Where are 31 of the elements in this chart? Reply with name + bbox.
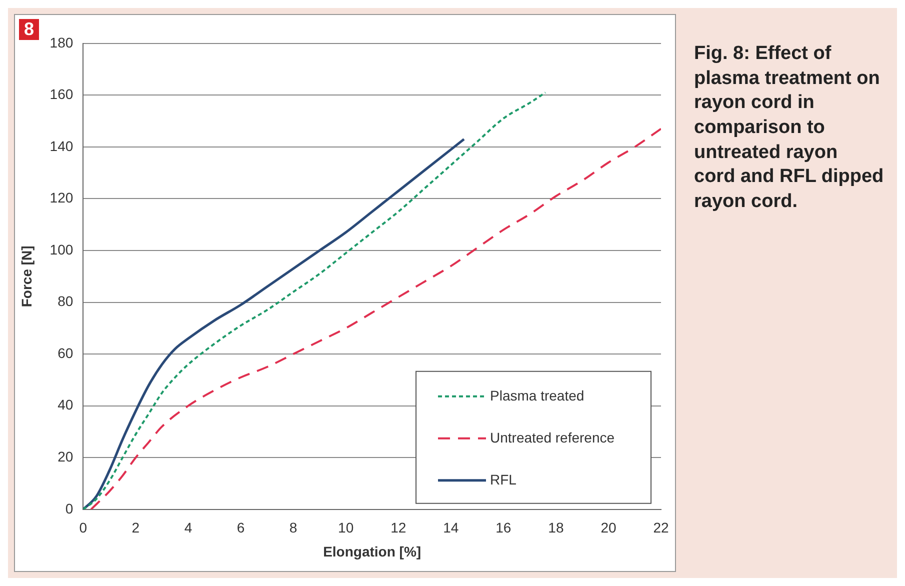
x-tick-label: 14	[443, 520, 459, 536]
y-tick-label: 180	[50, 34, 74, 50]
y-tick-label: 100	[50, 241, 74, 258]
y-tick-label: 160	[50, 86, 74, 102]
x-tick-label: 0	[79, 520, 88, 536]
y-tick-label: 120	[50, 190, 74, 206]
x-tick-label: 2	[132, 520, 140, 536]
y-tick-label: 40	[58, 396, 74, 413]
y-tick-label: 0	[65, 500, 74, 516]
y-tick-label: 80	[58, 293, 74, 310]
legend-label: Untreated reference	[490, 429, 615, 446]
legend-label: Plasma treated	[490, 387, 584, 404]
y-axis-title: Force [N]	[18, 246, 34, 308]
text: 8	[19, 19, 40, 40]
x-axis-title: Elongation [%]	[323, 543, 422, 560]
x-tick-label: 12	[390, 520, 406, 536]
x-tick-label: 8	[289, 520, 298, 536]
x-tick-label: 18	[548, 520, 564, 536]
x-tick-label: 22	[653, 520, 669, 536]
caption: Fig. 8: Effect of plasma treatment on rayon cord in comparison to untreated rayon cord and RFL dipped rayon cord.	[694, 42, 884, 214]
y-tick-label: 20	[58, 448, 74, 464]
y-tick-label: 140	[50, 138, 74, 154]
x-tick-label: 16	[496, 520, 512, 536]
legend-label: RFL	[490, 471, 517, 488]
x-tick-label: 6	[236, 520, 245, 536]
x-tick-label: 20	[600, 520, 616, 536]
line-series	[90, 128, 661, 510]
x-tick-label: 10	[338, 520, 354, 536]
line-series	[83, 138, 466, 510]
x-tick-label: 4	[184, 520, 192, 536]
y-tick-label: 60	[58, 344, 74, 361]
